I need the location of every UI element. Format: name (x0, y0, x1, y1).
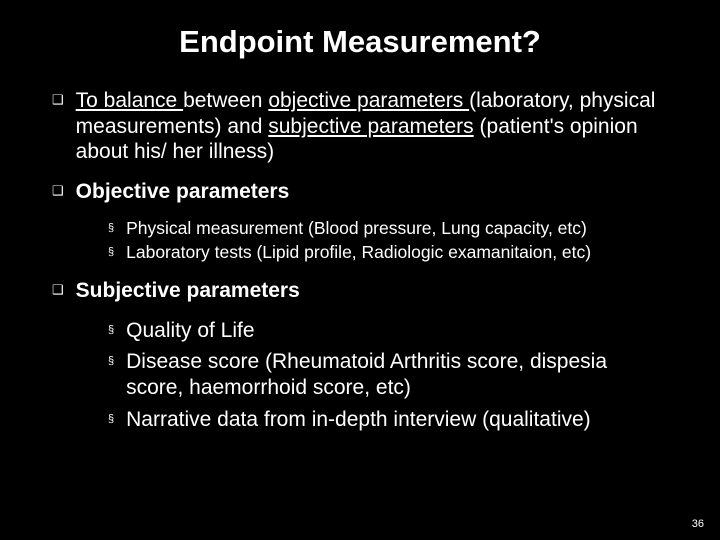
bullet-text: Subjective parameters (76, 278, 300, 304)
bullet-item: ❑ Subjective parameters (52, 278, 668, 304)
square-bullet-icon: ❑ (52, 92, 64, 165)
page-number: 36 (692, 518, 704, 530)
sub-bullet-text: Disease score (Rheumatoid Arthritis scor… (126, 349, 668, 400)
square-bullet-icon: ❑ (52, 183, 64, 205)
sub-bullet-text: Narrative data from in-depth interview (… (126, 407, 591, 433)
slide-title: Endpoint Measurement? (52, 24, 668, 60)
sub-bullet-text: Laboratory tests (Lipid profile, Radiolo… (126, 242, 591, 264)
section-bullet-icon: § (108, 413, 114, 433)
sub-bullet-item: § Narrative data from in-depth interview … (108, 407, 668, 433)
sub-bullet-item: § Laboratory tests (Lipid profile, Radiol… (108, 242, 668, 264)
section-bullet-icon: § (108, 246, 114, 264)
section-bullet-icon: § (108, 324, 114, 344)
section-bullet-icon: § (108, 355, 114, 400)
bullet-text: Objective parameters (76, 179, 290, 205)
slide: Endpoint Measurement? ❑To balance betwee… (0, 0, 720, 464)
square-bullet-icon: ❑ (52, 282, 64, 304)
sub-bullet-text: Physical measurement (Blood pressure, Lu… (126, 218, 587, 240)
bullet-item: ❑To balance between objective parameters… (52, 88, 668, 165)
bullet-item: ❑ Objective parameters (52, 179, 668, 205)
bullet-text: To balance between objective parameters … (76, 88, 668, 165)
section-bullet-icon: § (108, 222, 114, 240)
sub-bullet-item: § Quality of Life (108, 318, 668, 344)
sub-bullet-item: § Disease score (Rheumatoid Arthritis sco… (108, 349, 668, 400)
sub-bullet-item: § Physical measurement (Blood pressure, L… (108, 218, 668, 240)
bullet-list: ❑To balance between objective parameters… (52, 88, 668, 432)
sub-bullet-group: § Physical measurement (Blood pressure, L… (52, 218, 668, 264)
sub-bullet-group: § Quality of Life § Disease score (Rheumato… (52, 318, 668, 432)
sub-bullet-text: Quality of Life (126, 318, 254, 344)
